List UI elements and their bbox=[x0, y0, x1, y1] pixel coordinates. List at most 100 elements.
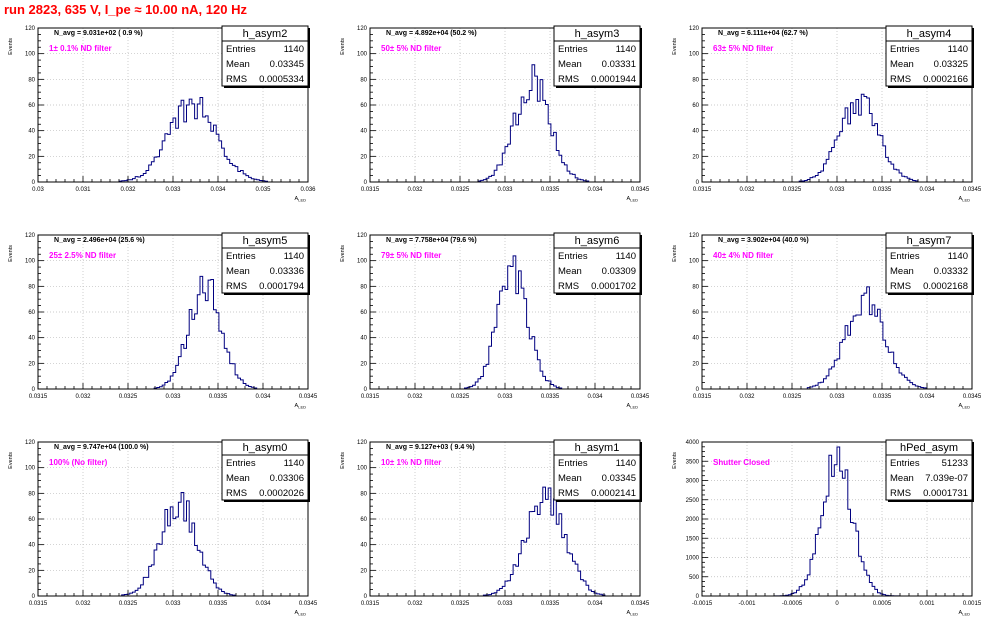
y-axis-title: Events bbox=[8, 452, 14, 469]
x-tick-label: 0.032 bbox=[407, 601, 423, 607]
stats-value: 0.03336 bbox=[270, 266, 304, 277]
stats-box bbox=[553, 232, 641, 294]
x-tick-label: 0.033 bbox=[165, 394, 181, 400]
y-tick-label: 60 bbox=[692, 310, 699, 316]
stats-box bbox=[885, 25, 973, 87]
header-text: N_avg = 6.111e+04 (62.7 %) bbox=[718, 30, 808, 37]
stats-box bbox=[221, 439, 309, 501]
y-tick-label: 80 bbox=[692, 284, 699, 290]
y-tick-label: 4000 bbox=[686, 440, 700, 446]
x-tick-label: 0.0325 bbox=[783, 394, 802, 400]
x-tick-label: 0.033 bbox=[829, 187, 845, 193]
stats-label: RMS bbox=[558, 74, 579, 85]
x-tick-label: 0.0335 bbox=[209, 394, 228, 400]
x-tick-label: 0.0315 bbox=[361, 601, 380, 607]
y-tick-label: 80 bbox=[360, 77, 367, 83]
y-tick-label: 100 bbox=[357, 259, 368, 265]
filter-note: Shutter Closed bbox=[713, 458, 770, 467]
x-tick-label: 0.0325 bbox=[783, 187, 802, 193]
x-tick-label: 0.0345 bbox=[631, 394, 650, 400]
y-axis-title: Events bbox=[672, 38, 678, 55]
x-axis-title: ALED bbox=[295, 196, 307, 203]
x-tick-label: 0.0015 bbox=[963, 601, 982, 607]
stats-label: Entries bbox=[226, 251, 256, 262]
x-axis-title: ALED bbox=[627, 610, 639, 617]
x-tick-label: 0 bbox=[835, 601, 839, 607]
y-tick-label: 40 bbox=[692, 336, 699, 342]
pad-h_asym7: 0.0315 0.032 0.0325 0.033 0.0335 0.034 0.0345 0… bbox=[672, 232, 982, 410]
stats-title: h_asym2 bbox=[243, 28, 288, 40]
x-tick-label: 0.035 bbox=[255, 187, 271, 193]
y-axis-title: Events bbox=[340, 245, 346, 262]
stats-label: Entries bbox=[558, 458, 588, 469]
pad-h_asym5: 0.0315 0.032 0.0325 0.033 0.0335 0.034 0.0345 0… bbox=[8, 232, 318, 410]
filter-note: 63± 5% ND filter bbox=[713, 44, 773, 53]
filter-note: 50± 5% ND filter bbox=[381, 44, 441, 53]
y-tick-label: 80 bbox=[360, 284, 367, 290]
x-tick-label: 0.034 bbox=[255, 394, 271, 400]
y-tick-label: 120 bbox=[25, 26, 36, 32]
y-tick-label: 0 bbox=[364, 594, 368, 600]
y-tick-label: 60 bbox=[28, 103, 35, 109]
x-tick-label: 0.0335 bbox=[873, 187, 892, 193]
x-tick-label: 0.034 bbox=[919, 394, 935, 400]
stats-title: h_asym0 bbox=[243, 442, 288, 454]
x-tick-label: 0.0335 bbox=[873, 394, 892, 400]
y-tick-label: 120 bbox=[25, 440, 36, 446]
stats-value: 0.03309 bbox=[602, 266, 636, 277]
x-tick-label: 0.034 bbox=[587, 187, 603, 193]
y-tick-label: 120 bbox=[357, 233, 368, 239]
filter-note: 25± 2.5% ND filter bbox=[49, 251, 116, 260]
y-tick-label: 60 bbox=[360, 103, 367, 109]
y-axis-title: Events bbox=[672, 452, 678, 469]
stats-value: 0.03345 bbox=[602, 473, 636, 484]
x-tick-label: -0.001 bbox=[738, 601, 756, 607]
x-tick-label: 0.032 bbox=[75, 394, 91, 400]
stats-title: h_asym6 bbox=[575, 235, 620, 247]
y-tick-label: 20 bbox=[28, 361, 35, 367]
x-tick-label: 0.0345 bbox=[963, 394, 982, 400]
x-tick-label: -0.0005 bbox=[782, 601, 803, 607]
filter-note: 79± 5% ND filter bbox=[381, 251, 441, 260]
x-tick-label: 0.032 bbox=[407, 187, 423, 193]
y-tick-label: 0 bbox=[32, 387, 36, 393]
pad-hPed_asym: -0.0015 -0.001 -0.0005 0 0.0005 0.001 0.0015 0 5… bbox=[672, 439, 982, 617]
stats-value: 0.03332 bbox=[934, 266, 968, 277]
x-tick-label: 0.033 bbox=[497, 394, 513, 400]
y-tick-label: 100 bbox=[25, 259, 36, 265]
y-axis-title: Events bbox=[340, 452, 346, 469]
stats-label: RMS bbox=[890, 74, 911, 85]
y-tick-label: 40 bbox=[28, 336, 35, 342]
y-tick-label: 100 bbox=[689, 259, 700, 265]
stats-value: 1140 bbox=[616, 44, 636, 55]
x-tick-label: 0.0315 bbox=[29, 601, 48, 607]
x-tick-label: 0.0335 bbox=[541, 394, 560, 400]
stats-label: RMS bbox=[226, 488, 247, 499]
y-tick-label: 60 bbox=[28, 310, 35, 316]
stats-label: Entries bbox=[226, 44, 256, 55]
stats-box bbox=[221, 25, 309, 87]
x-axis-title: ALED bbox=[627, 196, 639, 203]
stats-label: Entries bbox=[558, 44, 588, 55]
pad-h_asym3: 0.0315 0.032 0.0325 0.033 0.0335 0.034 0.0345 0… bbox=[340, 25, 650, 203]
y-tick-label: 100 bbox=[689, 52, 700, 58]
stats-value: 1140 bbox=[284, 458, 304, 469]
x-tick-label: 0.032 bbox=[739, 187, 755, 193]
stats-label: Mean bbox=[890, 473, 914, 484]
y-tick-label: 20 bbox=[28, 154, 35, 160]
pad-h_asym2: 0.03 0.031 0.032 0.033 0.034 0.035 0.036 0 20 40 6… bbox=[8, 25, 316, 203]
x-tick-label: 0.0325 bbox=[119, 394, 138, 400]
x-axis-title: ALED bbox=[295, 610, 307, 617]
stats-title: h_asym5 bbox=[243, 235, 288, 247]
stats-label: Mean bbox=[226, 266, 250, 277]
y-tick-label: 80 bbox=[692, 77, 699, 83]
x-tick-label: 0.0335 bbox=[541, 187, 560, 193]
stats-value: 0.03325 bbox=[934, 59, 968, 70]
stats-value: 1140 bbox=[616, 251, 636, 262]
stats-value: 0.0001944 bbox=[591, 74, 636, 85]
stats-label: Mean bbox=[558, 266, 582, 277]
x-tick-label: 0.0315 bbox=[693, 394, 712, 400]
canvas-title: run 2823, 635 V, I_pe ≈ 10.00 nA, 120 Hz bbox=[4, 2, 247, 17]
y-tick-label: 3500 bbox=[686, 459, 700, 465]
